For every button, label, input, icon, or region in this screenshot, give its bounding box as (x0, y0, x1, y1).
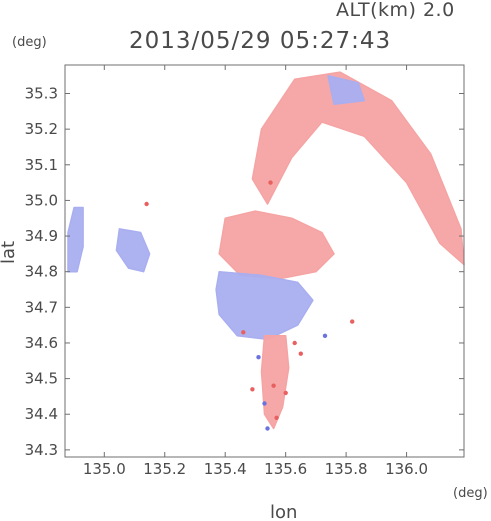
echo-speckle-3 (256, 355, 261, 360)
altitude-label: ALT(km) 2.0 (336, 0, 455, 21)
echo-speckle-4 (271, 383, 276, 388)
x-tick-label: 135.8 (325, 460, 368, 478)
x-tick-label: 135.0 (83, 460, 126, 478)
y-tick-label: 35.3 (25, 85, 58, 103)
x-tick-label: 135.6 (264, 460, 307, 478)
y-tick-label: 34.6 (25, 334, 58, 352)
echo-speckle-10 (350, 319, 355, 324)
echo-speckle-9 (265, 426, 270, 431)
y-tick-label: 34.7 (25, 298, 58, 316)
y-tick-label: 35.0 (25, 191, 58, 209)
plot-frame (64, 64, 465, 458)
echo-region-west-echo-near (115, 228, 151, 273)
timestamp-title: 2013/05/29 05:27:43 (129, 28, 391, 54)
echo-speckle-6 (283, 390, 288, 396)
echo-region-north-arc-inner-blue (327, 74, 366, 105)
echo-region-west-echo-far (67, 206, 84, 273)
echo-speckle-11 (322, 333, 328, 338)
y-tick-label: 35.2 (25, 120, 58, 138)
echo-speckle-12 (144, 201, 149, 207)
y-axis-unit: (deg) (12, 35, 47, 50)
echo-speckle-7 (262, 401, 267, 406)
echo-region-central-negative-core (215, 270, 314, 341)
echo-region-central-positive-band (218, 210, 335, 280)
echo-speckle-13 (268, 180, 273, 185)
echo-speckle-2 (298, 351, 303, 356)
echo-region-south-echo-tail (260, 335, 290, 430)
x-axis-label: lon (270, 502, 297, 521)
y-tick-label: 34.3 (25, 441, 58, 459)
x-tick-label: 136.0 (385, 460, 428, 478)
axis-ticks: 135.0 135.2 135.4 135.6 135.8 136.0 34.3 34.4 34… (25, 65, 464, 478)
echo-speckle-1 (292, 340, 297, 346)
y-tick-label: 35.1 (25, 156, 58, 174)
x-tick-label: 135.2 (143, 460, 186, 478)
echo-speckle-8 (274, 415, 279, 420)
y-tick-label: 34.9 (25, 227, 58, 245)
x-axis-unit: (deg) (453, 486, 488, 501)
x-tick-label: 135.4 (204, 460, 247, 478)
echo-speckle-0 (241, 330, 246, 335)
y-tick-label: 34.8 (25, 263, 58, 281)
y-tick-label: 34.4 (25, 405, 58, 423)
echo-data-layer (67, 71, 465, 431)
echo-speckle-5 (250, 387, 255, 392)
y-axis-label: lat (0, 241, 19, 264)
y-tick-label: 34.5 (25, 370, 58, 388)
